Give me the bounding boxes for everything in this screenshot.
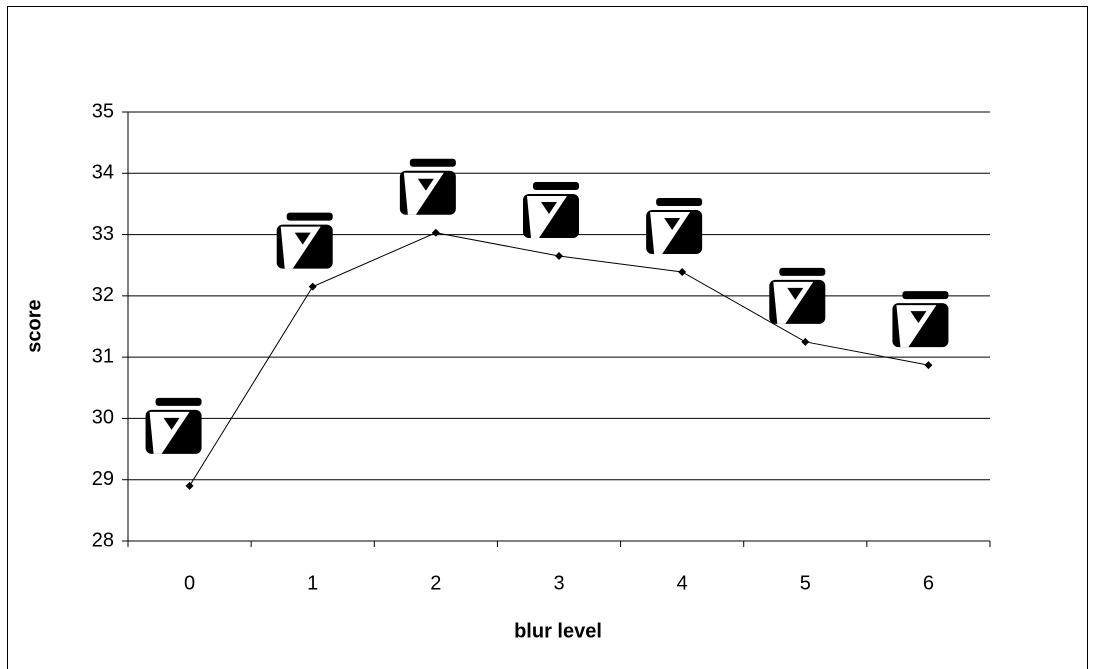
icon-part	[779, 268, 825, 276]
y-tick-label: 33	[92, 223, 114, 245]
x-tick-label: 0	[184, 572, 195, 594]
icon-part	[156, 398, 202, 406]
y-tick-label: 29	[92, 468, 114, 490]
y-tick-label: 28	[92, 529, 114, 551]
y-tick-label: 31	[92, 345, 114, 367]
y-tick-label: 30	[92, 407, 114, 429]
y-axis-title: score	[23, 299, 45, 352]
x-tick-label: 5	[800, 572, 811, 594]
x-tick-label: 6	[923, 572, 934, 594]
x-tick-label: 2	[430, 572, 441, 594]
icon-part	[533, 182, 579, 190]
icon-part	[656, 198, 702, 206]
icon-part	[902, 291, 948, 299]
y-tick-label: 32	[92, 284, 114, 306]
y-tick-label: 35	[92, 100, 114, 122]
x-tick-label: 3	[553, 572, 564, 594]
y-tick-label: 34	[92, 162, 114, 184]
icon-part	[410, 159, 456, 167]
x-tick-label: 4	[677, 572, 688, 594]
icon-part	[287, 213, 333, 221]
x-tick-label: 1	[307, 572, 318, 594]
x-axis-title: blur level	[514, 620, 602, 642]
chart: blur level score 28293031323334350123456	[0, 0, 1095, 669]
